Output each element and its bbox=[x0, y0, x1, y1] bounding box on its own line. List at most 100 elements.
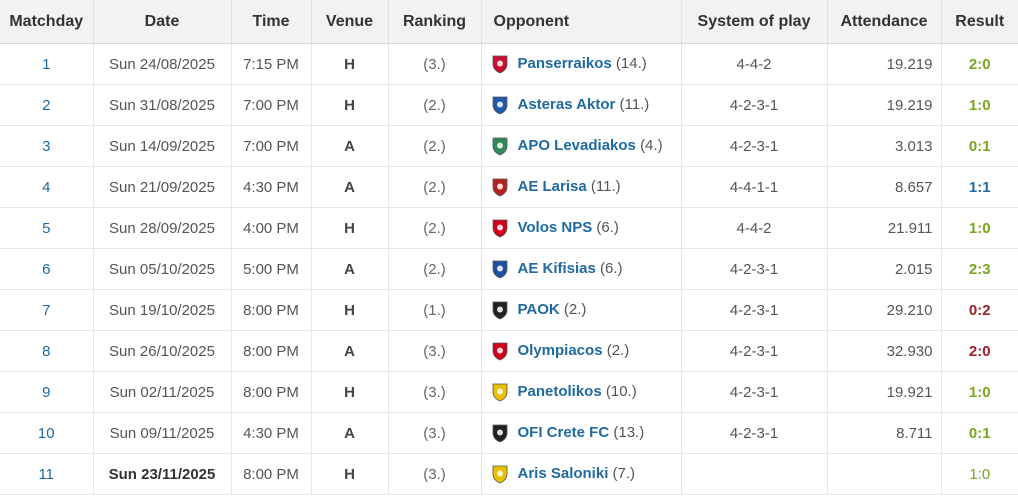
matchday-link[interactable]: 5 bbox=[42, 219, 51, 237]
crest-volos-icon bbox=[492, 219, 507, 238]
col-header-time[interactable]: Time bbox=[231, 0, 312, 44]
matchday-link[interactable]: 7 bbox=[42, 301, 51, 319]
attendance: 19.219 bbox=[827, 43, 942, 85]
match-venue: A bbox=[311, 166, 389, 208]
match-date: Sun 05/10/2025 bbox=[93, 248, 232, 290]
crest-olympiacos-icon bbox=[492, 342, 507, 361]
match-venue: A bbox=[311, 125, 389, 167]
team-ranking: (3.) bbox=[388, 412, 482, 454]
matchday-link[interactable]: 11 bbox=[38, 465, 55, 483]
opponent-link[interactable]: Panetolikos bbox=[517, 382, 602, 400]
match-time: 8:00 PM bbox=[231, 330, 312, 372]
opponent-cell: Panetolikos (10.) bbox=[481, 371, 682, 413]
attendance: 32.930 bbox=[827, 330, 942, 372]
attendance: 8.711 bbox=[827, 412, 942, 454]
result-link[interactable]: 2:0 bbox=[968, 342, 991, 360]
system-of-play: 4-2-3-1 bbox=[681, 330, 828, 372]
col-header-matchday[interactable]: Matchday bbox=[0, 0, 94, 44]
matchday-link[interactable]: 1 bbox=[42, 55, 51, 73]
team-ranking: (2.) bbox=[388, 84, 482, 126]
opponent-link[interactable]: Aris Saloniki bbox=[517, 464, 609, 482]
opponent-ranking: (11.) bbox=[590, 177, 621, 195]
match-venue: H bbox=[311, 84, 389, 126]
match-time: 7:00 PM bbox=[231, 84, 312, 126]
matchday-link[interactable]: 6 bbox=[42, 260, 51, 278]
table-row: 11 Sun 23/11/2025 8:00 PM H (3.) Aris Salonik… bbox=[0, 453, 1018, 495]
opponent-link[interactable]: APO Levadiakos bbox=[517, 136, 636, 154]
match-time: 8:00 PM bbox=[231, 453, 312, 495]
matchday-link[interactable]: 10 bbox=[37, 424, 55, 442]
opponent-cell: Volos NPS (6.) bbox=[481, 207, 682, 249]
crest-panserraikos-icon bbox=[492, 55, 507, 74]
col-header-venue[interactable]: Venue bbox=[311, 0, 389, 44]
matchday-link[interactable]: 4 bbox=[42, 178, 51, 196]
result-link[interactable]: 1:0 bbox=[968, 96, 991, 114]
result-link[interactable]: 0:2 bbox=[968, 301, 991, 319]
team-ranking: (2.) bbox=[388, 207, 482, 249]
team-ranking: (2.) bbox=[388, 248, 482, 290]
opponent-link[interactable]: Volos NPS bbox=[517, 218, 593, 236]
result-link[interactable]: 0:1 bbox=[968, 137, 991, 155]
attendance: 21.911 bbox=[827, 207, 942, 249]
opponent-cell: PAOK (2.) bbox=[481, 289, 682, 331]
opponent-cell: Asteras Aktor (11.) bbox=[481, 84, 682, 126]
opponent-link[interactable]: Panserraikos bbox=[517, 54, 612, 72]
col-header-system[interactable]: System of play bbox=[681, 0, 828, 44]
opponent-link[interactable]: Olympiacos bbox=[517, 341, 603, 359]
col-header-opponent[interactable]: Opponent bbox=[481, 0, 682, 44]
match-date: Sun 14/09/2025 bbox=[93, 125, 232, 167]
attendance: 2.015 bbox=[827, 248, 942, 290]
result-link[interactable]: 2:0 bbox=[968, 55, 991, 73]
matchday-link[interactable]: 9 bbox=[42, 383, 51, 401]
result-link[interactable]: 1:0 bbox=[969, 465, 991, 483]
system-of-play: 4-2-3-1 bbox=[681, 248, 828, 290]
opponent-cell: OFI Crete FC (13.) bbox=[481, 412, 682, 454]
attendance: 8.657 bbox=[827, 166, 942, 208]
opponent-link[interactable]: AE Larisa bbox=[517, 177, 587, 195]
opponent-ranking: (2.) bbox=[606, 341, 630, 359]
col-header-result[interactable]: Result bbox=[941, 0, 1018, 44]
table-row: 2 Sun 31/08/2025 7:00 PM H (2.) Asteras Aktor… bbox=[0, 84, 1018, 126]
table-row: 9 Sun 02/11/2025 8:00 PM H (3.) Panetolikos (… bbox=[0, 371, 1018, 413]
table-row: 7 Sun 19/10/2025 8:00 PM H (1.) PAOK (2.) 4-2-… bbox=[0, 289, 1018, 331]
matchday-link[interactable]: 3 bbox=[42, 137, 51, 155]
match-time: 4:00 PM bbox=[231, 207, 312, 249]
system-of-play: 4-2-3-1 bbox=[681, 412, 828, 454]
result-link[interactable]: 1:0 bbox=[968, 219, 991, 237]
table-row: 1 Sun 24/08/2025 7:15 PM H (3.) Panserraikos … bbox=[0, 43, 1018, 85]
opponent-ranking: (7.) bbox=[612, 464, 636, 482]
crest-paok-icon bbox=[492, 301, 507, 320]
result-link[interactable]: 1:0 bbox=[968, 383, 991, 401]
col-header-date[interactable]: Date bbox=[93, 0, 232, 44]
team-ranking: (3.) bbox=[388, 371, 482, 413]
team-ranking: (3.) bbox=[388, 453, 482, 495]
match-date: Sun 21/09/2025 bbox=[93, 166, 232, 208]
col-header-ranking[interactable]: Ranking bbox=[388, 0, 482, 44]
system-of-play: 4-2-3-1 bbox=[681, 371, 828, 413]
opponent-cell: Olympiacos (2.) bbox=[481, 330, 682, 372]
matchday-link[interactable]: 2 bbox=[42, 96, 51, 114]
col-header-attendance[interactable]: Attendance bbox=[827, 0, 942, 44]
result-link[interactable]: 2:3 bbox=[968, 260, 991, 278]
matchday-link[interactable]: 8 bbox=[42, 342, 51, 360]
result-link[interactable]: 1:1 bbox=[968, 178, 991, 196]
opponent-link[interactable]: OFI Crete FC bbox=[517, 423, 610, 441]
opponent-ranking: (6.) bbox=[600, 259, 623, 277]
system-of-play bbox=[681, 453, 828, 495]
opponent-ranking: (10.) bbox=[605, 382, 637, 400]
match-date: Sun 26/10/2025 bbox=[93, 330, 232, 372]
match-venue: H bbox=[311, 207, 389, 249]
opponent-link[interactable]: AE Kifisias bbox=[517, 259, 596, 277]
result-link[interactable]: 0:1 bbox=[968, 424, 991, 442]
system-of-play: 4-4-2 bbox=[681, 43, 828, 85]
match-date: Sun 09/11/2025 bbox=[93, 412, 232, 454]
crest-panetolikos-icon bbox=[492, 383, 507, 402]
team-ranking: (3.) bbox=[388, 330, 482, 372]
opponent-ranking: (2.) bbox=[563, 300, 587, 318]
attendance: 19.921 bbox=[827, 371, 942, 413]
team-ranking: (2.) bbox=[388, 125, 482, 167]
opponent-link[interactable]: Asteras Aktor bbox=[517, 95, 616, 113]
opponent-link[interactable]: PAOK bbox=[517, 300, 560, 318]
match-venue: A bbox=[311, 330, 389, 372]
